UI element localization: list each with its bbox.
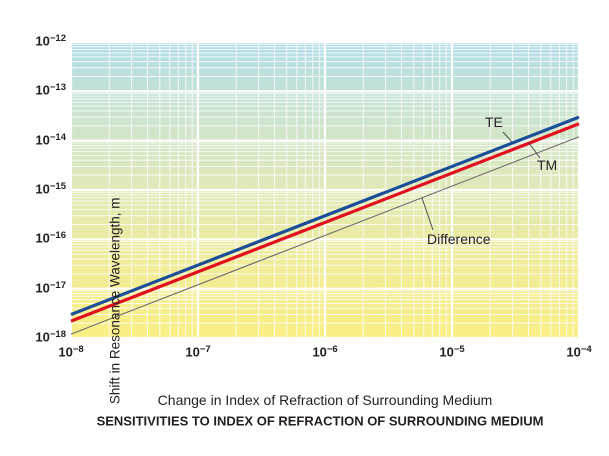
series-label-difference: Difference	[427, 231, 491, 247]
x-tick-label: 10−6	[312, 344, 338, 360]
y-axis-title: Shift in Resonance Wavelength, m	[107, 197, 123, 405]
x-tick-label: 10−7	[185, 344, 211, 360]
x-tick-label: 10−5	[439, 344, 465, 360]
x-tick-label: 10−8	[58, 344, 84, 360]
grid-major	[69, 40, 581, 340]
series-label-tm: TM	[537, 157, 558, 173]
series-line-tm	[70, 122, 580, 323]
y-tick-label: 10−15	[35, 181, 66, 197]
series-label-te: TE	[485, 114, 503, 130]
x-axis-title: Change in Index of Refraction of Surroun…	[157, 392, 493, 408]
figure-caption: SENSITIVITIES TO INDEX OF REFRACTION OF …	[96, 413, 544, 429]
y-tick-label: 10−18	[35, 329, 66, 345]
difference-leader-line	[421, 197, 434, 231]
y-tick-label: 10−12	[35, 33, 66, 49]
series-line-te	[70, 115, 580, 316]
y-tick-label: 10−17	[35, 279, 66, 296]
series-line-difference	[70, 136, 580, 335]
tm-leader-line	[528, 142, 541, 159]
x-tick-label: 10−4	[566, 344, 592, 360]
y-tick-label: 10−16	[35, 230, 66, 246]
y-tick-label: 10−13	[35, 82, 66, 98]
y-tick-label: 10−14	[35, 131, 66, 148]
te-leader-line	[502, 131, 513, 143]
